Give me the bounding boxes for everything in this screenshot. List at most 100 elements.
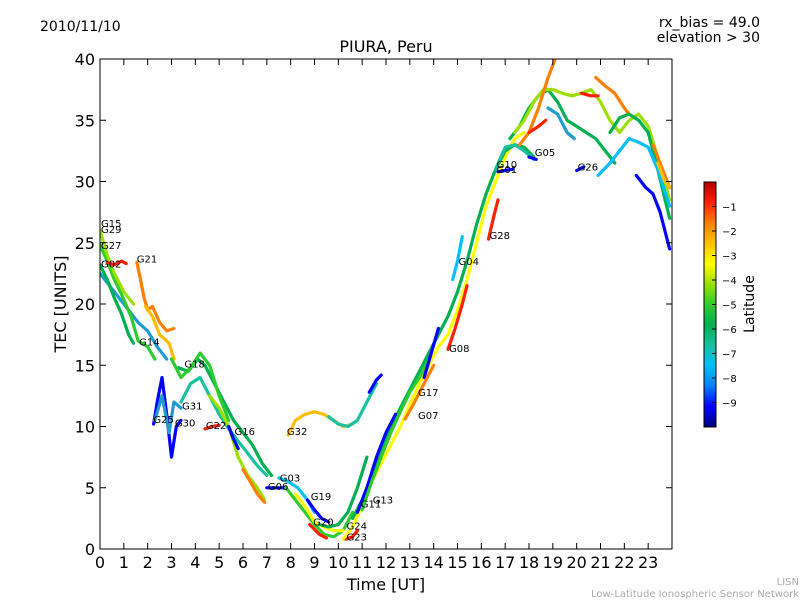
tec-track-23 xyxy=(305,498,331,524)
tec-track-42 xyxy=(546,106,576,141)
credit-lisn: LISN xyxy=(777,577,799,588)
tec-track-12 xyxy=(203,423,221,431)
satellite-label: G17 xyxy=(418,388,438,399)
tec-track-11 xyxy=(179,375,269,478)
x-tick-label: 10 xyxy=(328,553,348,572)
satellite-label: G06 xyxy=(268,482,288,493)
tec-track-5 xyxy=(135,260,176,333)
tec-track-44 xyxy=(579,91,600,98)
tec-track-40 xyxy=(517,59,557,147)
x-tick-label: 3 xyxy=(166,553,176,572)
tec-track-33 xyxy=(446,284,469,351)
tec-track-24 xyxy=(308,522,328,540)
tec-track-31 xyxy=(403,363,436,421)
x-tick-label: 14 xyxy=(423,553,443,572)
satellite-label: G03 xyxy=(280,474,300,485)
x-tick-label: 19 xyxy=(543,553,563,572)
x-tick-label: 6 xyxy=(238,553,248,572)
tec-track-30 xyxy=(360,357,431,512)
tec-track-32 xyxy=(422,326,440,380)
x-tick-label: 5 xyxy=(214,553,224,572)
satellite-label: G26 xyxy=(578,162,598,173)
colorbar-tick-label: −8 xyxy=(722,374,737,385)
colorbar-tick-label: −4 xyxy=(722,276,737,287)
tec-track-10 xyxy=(169,351,231,422)
satellite-label: G29 xyxy=(101,225,121,236)
satellite-label: G23 xyxy=(346,532,366,543)
satellite-label: G28 xyxy=(489,231,509,242)
x-tick-label: 21 xyxy=(590,553,610,572)
satellite-label: G10 xyxy=(497,160,517,171)
x-tick-label: 4 xyxy=(190,553,200,572)
colorbar-tick-label: −2 xyxy=(722,227,737,238)
tec-track-17 xyxy=(327,382,379,429)
satellite-label: G19 xyxy=(311,492,331,503)
x-tick-label: 8 xyxy=(286,553,296,572)
x-tick-label: 16 xyxy=(471,553,491,572)
satellite-label: G30 xyxy=(175,419,195,430)
satellite-label: G04 xyxy=(459,257,479,268)
satellite-label: G21 xyxy=(137,254,157,265)
tec-track-43 xyxy=(527,155,538,161)
x-tick-label: 15 xyxy=(447,553,467,572)
x-tick-label: 1 xyxy=(119,553,129,572)
tec-track-15 xyxy=(241,467,267,504)
rx-bias-label: rx_bias = 49.0 xyxy=(659,15,760,31)
chart-title: PIURA, Peru xyxy=(339,37,432,56)
satellite-label: G15 xyxy=(101,219,121,230)
colorbar-tick-label: −6 xyxy=(722,325,737,336)
axis-ticks: 0 1 2 3 4 5 6 7 8 9 10 11 12 13 14 15 16 17 18 19 20 21 22 2305… xyxy=(75,50,672,572)
x-tick-label: 18 xyxy=(519,553,539,572)
y-tick-label: 40 xyxy=(75,50,95,69)
satellite-label: G22 xyxy=(206,421,226,432)
tec-track-3 xyxy=(100,228,135,306)
x-tick-label: 23 xyxy=(638,553,658,572)
tec-track-14 xyxy=(227,424,240,451)
tec-track-50 xyxy=(651,143,672,190)
satellite-label: G24 xyxy=(346,521,366,532)
x-tick-label: 2 xyxy=(143,553,153,572)
tec-track-6 xyxy=(143,304,176,361)
x-tick-label: 9 xyxy=(309,553,319,572)
x-tick-label: 7 xyxy=(262,553,272,572)
tec-track-49 xyxy=(634,173,672,251)
y-tick-label: 25 xyxy=(75,234,95,253)
y-axis-label: TEC [UNITS] xyxy=(51,256,70,354)
tec-track-2 xyxy=(100,263,135,345)
y-tick-label: 20 xyxy=(75,295,95,314)
y-tick-label: 5 xyxy=(85,479,95,498)
y-tick-label: 0 xyxy=(85,540,95,559)
satellite-label: G01 xyxy=(497,165,517,176)
satellite-label: G31 xyxy=(182,401,202,412)
tec-track-45 xyxy=(594,75,631,116)
tec-track-39 xyxy=(513,88,672,202)
tec-track-47 xyxy=(575,165,586,173)
tec-track-25 xyxy=(317,455,369,529)
satellite-label: G32 xyxy=(287,427,307,438)
tec-track-37 xyxy=(496,167,514,174)
satellite-label: G07 xyxy=(418,411,438,422)
colorbar-tick-label: −1 xyxy=(722,203,737,214)
satellite-label: G25 xyxy=(153,415,173,426)
x-tick-label: 0 xyxy=(95,553,105,572)
credit-network: Low-Latitude Ionospheric Sensor Network xyxy=(591,589,799,600)
y-tick-label: 10 xyxy=(75,418,95,437)
x-tick-label: 20 xyxy=(566,553,586,572)
colorbar-label: Latitude xyxy=(742,275,758,333)
x-tick-label: 17 xyxy=(495,553,515,572)
satellite-label: G18 xyxy=(184,360,204,371)
tec-track-13 xyxy=(208,394,267,502)
tec-track-29 xyxy=(355,412,398,514)
colorbar-tick-label: −7 xyxy=(722,350,737,361)
y-tick-label: 35 xyxy=(75,111,95,130)
satellite-label: G11 xyxy=(361,499,381,510)
tec-track-35 xyxy=(486,198,500,241)
y-tick-label: 15 xyxy=(75,356,95,375)
x-tick-label: 13 xyxy=(400,553,420,572)
data-tracks xyxy=(100,59,672,541)
x-axis-label: Time [UT] xyxy=(346,575,425,594)
tec-track-41 xyxy=(527,118,548,135)
satellite-label: G14 xyxy=(139,338,159,349)
